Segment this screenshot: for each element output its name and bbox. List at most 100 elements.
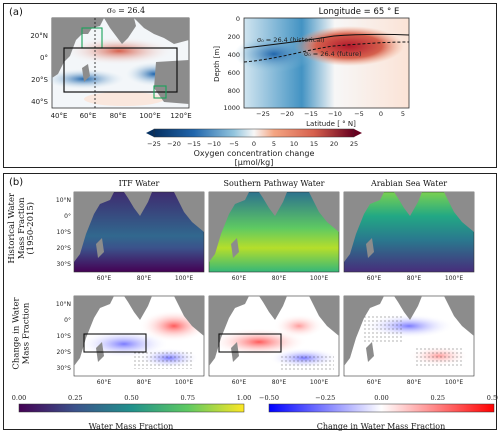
colorbar-tick: −20 [167, 140, 181, 148]
section-xlabel: Latitude [ ° N] [306, 120, 356, 128]
india-land [104, 18, 136, 44]
historical-isopycnal [243, 33, 410, 49]
fraction-colorbar-tick: 0.50 [124, 394, 138, 402]
colorbar-tick: 0 [252, 140, 256, 148]
section-y-tick: 800 [228, 87, 240, 95]
fraction-colorbar-tick: 0.00 [12, 394, 26, 402]
section-title: Longitude = 65 ° E [318, 7, 400, 17]
lon-tick: 60°E [97, 275, 112, 282]
section-ylabel: Depth [m] [213, 46, 221, 82]
colorbar-bar [153, 128, 355, 138]
lat-tick: 20°S [57, 245, 72, 252]
colorbar-tick: −5 [229, 140, 239, 148]
section-x-tick: −10 [328, 110, 342, 118]
oxygen-map: 20°N 0° 20°S 40°S 40°E 60°E 80°E 100°E 1… [30, 17, 192, 120]
lat-tick: 0° [64, 317, 71, 324]
lon-tick: 100°E [310, 379, 328, 386]
colorbar-tick: 15 [310, 140, 318, 148]
colorbar-tick: 10 [290, 140, 298, 148]
lon-tick: 100°E [445, 379, 463, 386]
madagascar-land [82, 64, 90, 82]
map-lon-tick: 40°E [51, 112, 68, 120]
lat-tick: 0° [64, 213, 71, 220]
fraction-colorbar-tick: 1.00 [237, 394, 251, 402]
lon-tick: 60°E [97, 379, 112, 386]
colorbar-unit: [μmol/kg] [235, 158, 274, 167]
section-y-tick: 400 [228, 51, 240, 59]
section-y-tick: 1000 [223, 104, 240, 112]
colorbar-max-arrow [354, 129, 362, 137]
col-title-arabian: Arabian Sea Water [370, 179, 448, 188]
colorbar-tick: −15 [187, 140, 201, 148]
lat-tick: 10°N [56, 301, 71, 308]
col-title-itf: ITF Water [118, 179, 160, 188]
panel-a: (a) σ₀ = 26.4 20°N 0° 20°S [3, 3, 497, 168]
section-x-tick: −15 [304, 110, 318, 118]
colorbar-tick: −10 [207, 140, 221, 148]
lat-tick: 10°N [56, 197, 71, 204]
fraction-colorbar-ticks: 0.00 0.25 0.50 0.75 1.00 [12, 394, 251, 402]
lon-tick: 100°E [445, 275, 463, 282]
map-lat-tick: 40°S [31, 98, 48, 106]
lat-tick: 10°S [57, 229, 72, 236]
map-itf-historical [73, 191, 205, 273]
oxygen-section: σ₀ = 26.4 (historical) σ₀ = 26.4 (future… [213, 15, 410, 128]
map-arabian-historical [343, 191, 475, 273]
section-negative [234, 36, 314, 72]
map-lon-tick: 100°E [139, 112, 160, 120]
itf-region-box [83, 333, 147, 353]
southern-region-box [218, 333, 282, 353]
colorbar-label: Oxygen concentration change [194, 149, 315, 158]
section-x-tick: 5 [401, 110, 405, 118]
lon-tick: 80°E [137, 275, 152, 282]
colorbar-ticks: −25 −20 −15 −10 −5 0 5 10 15 20 25 [147, 140, 358, 148]
asia-land [134, 18, 189, 44]
map-arabian-change [343, 295, 475, 377]
lat-ticks: 10°N 0° 10°S 20°S 30°S 10°N 0° 10°S 20°S 30°S [56, 197, 71, 372]
lon-tick: 100°E [175, 275, 193, 282]
lat-tick: 30°S [57, 365, 72, 372]
australia-land [154, 60, 189, 104]
lon-tick: 60°E [232, 275, 247, 282]
change-colorbar-tick: 0.00 [374, 394, 388, 402]
lon-ticks: 60°E 80°E 100°E 60°E 80°E 100°E 60°E 80°E 100°E 6… [97, 275, 464, 386]
map-title: σ₀ = 26.4 [106, 6, 146, 15]
historical-label: σ₀ = 26.4 (historical) [257, 36, 325, 44]
panel-b-tag: (b) [9, 177, 24, 188]
change-colorbar [268, 403, 495, 413]
oxygen-colorbar: −25 −20 −15 −10 −5 0 5 10 15 20 25 Oxygen concentr… [146, 128, 362, 167]
lat-tick: 20°S [57, 349, 72, 356]
panel-b: (b) ITF Water Southern Pathway Water Ara… [3, 173, 498, 431]
map-lat-tick: 0° [40, 54, 48, 62]
colorbar-min-arrow [146, 129, 154, 137]
section-y-tick: 0 [236, 15, 240, 23]
lon-tick: 60°E [367, 379, 382, 386]
map-lat-tick: 20°S [31, 76, 48, 84]
section-x-tick: 0 [379, 110, 383, 118]
section-positive [294, 26, 404, 66]
col-title-southern: Southern Pathway Water [223, 179, 325, 188]
lat-tick: 30°S [57, 261, 72, 268]
section-y-tick: 200 [228, 33, 240, 41]
lon-tick: 80°E [407, 275, 422, 282]
change-colorbar-ticks: −0.50 −0.25 0.00 0.25 0.50 [259, 394, 498, 402]
panel-a-tag: (a) [9, 7, 23, 18]
map-itf-change [73, 295, 209, 377]
section-x-tick: −25 [256, 110, 270, 118]
section-x-tick: −20 [280, 110, 294, 118]
colorbar-tick: 20 [330, 140, 338, 148]
fraction-colorbar [18, 403, 245, 413]
future-label: σ₀ = 26.4 (future) [304, 50, 362, 58]
colorbar-tick: 25 [350, 140, 358, 148]
fraction-colorbar-label: Water Mass Fraction [89, 422, 174, 431]
change-colorbar-tick: −0.50 [259, 394, 279, 402]
lon-tick: 80°E [272, 275, 287, 282]
lon-tick: 100°E [310, 275, 328, 282]
future-isopycnal [243, 41, 410, 63]
fraction-colorbar-tick: 0.75 [181, 394, 195, 402]
water-mass-maps: 10°N 0° 10°S 20°S 30°S 10°N 0° 10°S 20°S 30°S 60°… [12, 191, 498, 431]
section-x-tick: −5 [354, 110, 364, 118]
change-colorbar-tick: 0.25 [431, 394, 445, 402]
section-y-tick: 600 [228, 69, 240, 77]
colorbar-tick: −25 [147, 140, 161, 148]
